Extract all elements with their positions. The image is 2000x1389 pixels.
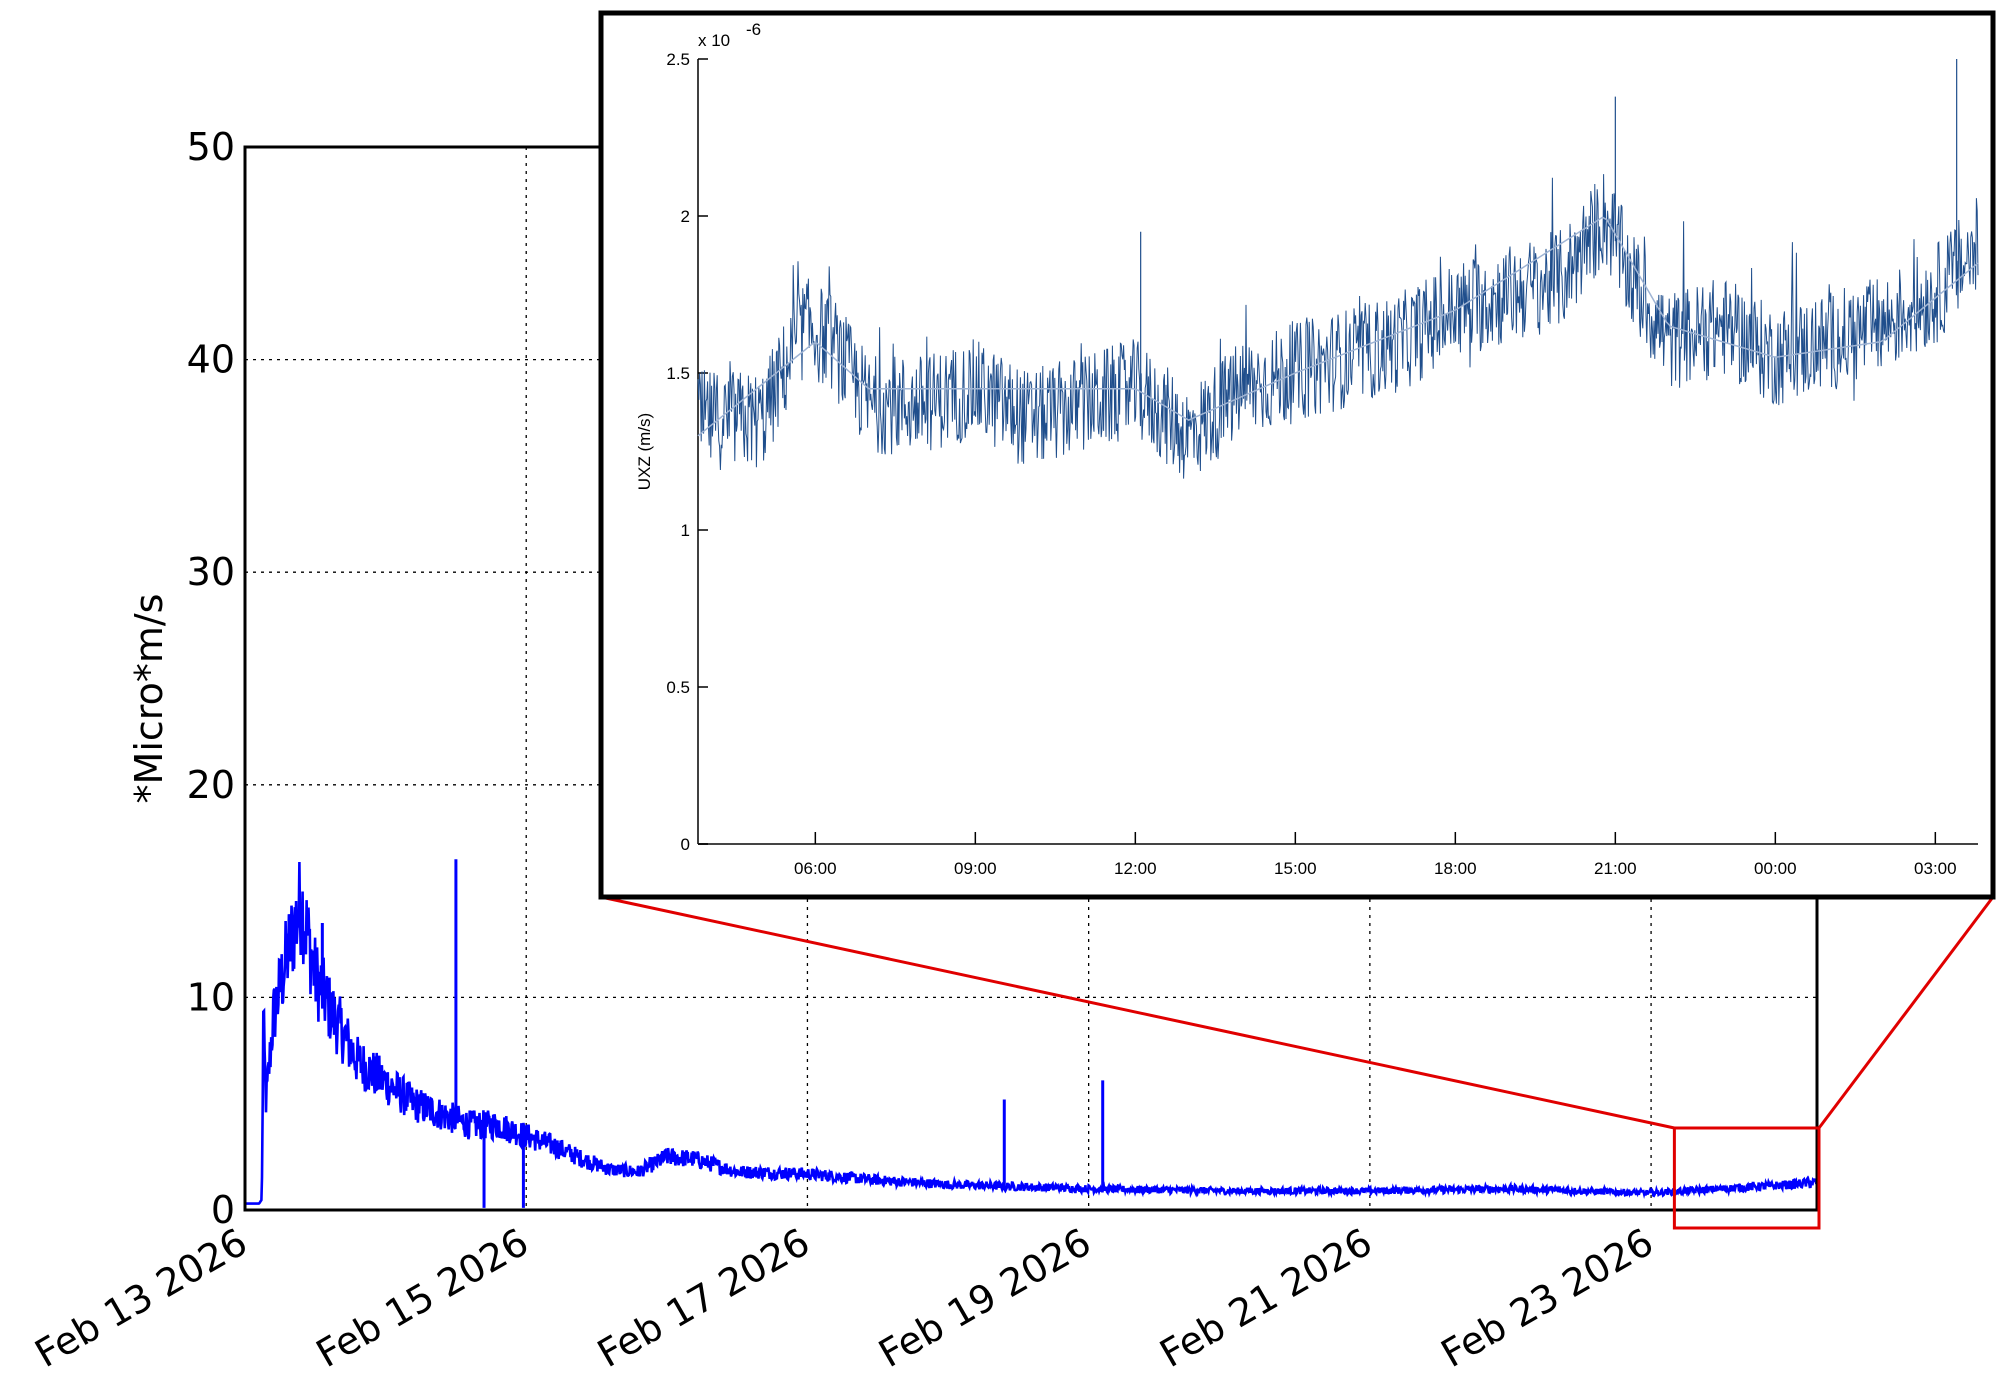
y-tick-label: 20	[187, 763, 235, 807]
inset-frame	[598, 10, 1996, 900]
y-tick-label: 40	[187, 338, 235, 382]
x-tick-label: Feb 17 2026	[590, 1220, 817, 1376]
inset-y-tick-label: 0.5	[666, 678, 690, 697]
zoom-connectors	[600, 895, 1995, 1130]
inset-x-tick-label: 15:00	[1274, 859, 1317, 878]
inset-y-tick-label: 2	[681, 207, 690, 226]
inset-y-exponent: -6	[746, 20, 761, 39]
inset-x-tick-label: 00:00	[1754, 859, 1797, 878]
zoom-connector-left	[600, 895, 1675, 1130]
uxz-series-line	[697, 174, 1979, 479]
y-axis-label: *Micro*m/s	[127, 594, 171, 804]
inset-x-tick-label: 09:00	[954, 859, 997, 878]
inset-y-tick-label: 1	[681, 521, 690, 540]
inset-y-multiplier: x 10	[698, 31, 730, 50]
inset-y-tick-label: 0	[681, 835, 690, 854]
y-tick-label: 10	[187, 975, 235, 1019]
inset-y-axis-label: UXZ (m/s)	[635, 413, 654, 490]
y-tick-label: 50	[187, 125, 235, 169]
x-tick-label: Feb 15 2026	[309, 1220, 536, 1376]
x-tick-label: Feb 19 2026	[871, 1220, 1098, 1376]
y-tick-label: 30	[187, 550, 235, 594]
x-tick-label: Feb 21 2026	[1153, 1220, 1380, 1376]
y-tick-label: 0	[211, 1188, 235, 1232]
inset-x-tick-label: 18:00	[1434, 859, 1477, 878]
zoom-region-box	[1672, 1126, 1821, 1230]
zoom-connector-right	[1817, 896, 1995, 1129]
inset-x-tick-label: 06:00	[794, 859, 837, 878]
inset-y-tick-label: 2.5	[666, 50, 690, 69]
inset-x-tick-label: 12:00	[1114, 859, 1157, 878]
uxz-trend-line	[697, 216, 1979, 437]
velocity-series-line	[245, 861, 1819, 1205]
inset-plot: 0 0.5 1 1.5 2 2.5 06:00 09:00 12:00 15:00 18:00 21:…	[598, 10, 1996, 900]
inset-x-tick-label: 03:00	[1914, 859, 1957, 878]
x-tick-label: Feb 13 2026	[28, 1220, 255, 1376]
x-tick-label: Feb 23 2026	[1434, 1220, 1661, 1376]
inset-y-tick-label: 1.5	[666, 364, 690, 383]
inset-x-tick-label: 21:00	[1594, 859, 1637, 878]
